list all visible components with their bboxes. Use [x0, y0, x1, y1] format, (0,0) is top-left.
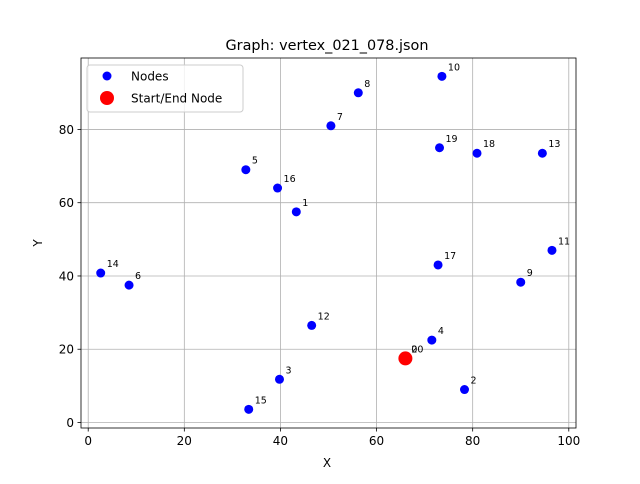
legend: Nodes Start/End Node: [86, 64, 244, 113]
x-tick-label: 60: [369, 434, 384, 448]
node-label-0: 0: [411, 344, 417, 355]
node-label-2: 2: [471, 376, 477, 387]
plot-frame: [80, 57, 577, 429]
node-label-6: 6: [135, 271, 141, 282]
node-label-4: 4: [438, 326, 444, 337]
x-tick-label: 40: [273, 434, 288, 448]
node-point-9: [516, 277, 526, 287]
node-point-12: [307, 320, 317, 330]
legend-label-nodes: Nodes: [131, 70, 169, 84]
legend-marker-start-end: [100, 91, 114, 105]
legend-frame: [86, 64, 244, 113]
node-point-14: [96, 268, 106, 278]
node-point-4: [427, 335, 437, 345]
node-label-18: 18: [483, 139, 495, 150]
x-tick-label: 80: [465, 434, 480, 448]
node-point-17: [433, 260, 443, 270]
node-label-16: 16: [284, 174, 296, 185]
y-tick-label: 80: [59, 123, 74, 137]
x-tick-label: 0: [84, 434, 92, 448]
chart-title: Graph: vertex_021_078.json: [226, 38, 429, 54]
node-label-3: 3: [285, 365, 291, 376]
node-point-11: [547, 245, 557, 255]
node-label-14: 14: [107, 259, 119, 270]
node-label-7: 7: [337, 112, 343, 123]
node-point-3: [274, 374, 284, 384]
node-label-8: 8: [364, 79, 370, 90]
y-tick-label: 20: [59, 343, 74, 357]
node-label-12: 12: [318, 311, 330, 322]
node-label-19: 19: [446, 134, 458, 145]
legend-marker-nodes: [102, 71, 112, 81]
node-point-10: [437, 71, 447, 81]
node-point-7: [326, 121, 336, 131]
node-label-20: 20: [411, 344, 423, 355]
node-label-10: 10: [448, 62, 460, 73]
y-tick-label: 40: [59, 269, 74, 283]
node-point-5: [241, 165, 251, 175]
node-label-15: 15: [255, 395, 267, 406]
node-label-11: 11: [558, 236, 570, 247]
node-point-2: [460, 385, 470, 395]
node-point-15: [244, 404, 254, 414]
node-label-13: 13: [548, 139, 560, 150]
node-point-16: [273, 183, 283, 193]
x-tick-label: 20: [177, 434, 192, 448]
y-axis-label: Y: [31, 239, 45, 248]
x-axis-label: X: [323, 456, 331, 470]
node-label-9: 9: [527, 268, 533, 279]
x-tick-label: 100: [557, 434, 580, 448]
node-point-6: [124, 280, 134, 290]
node-label-17: 17: [444, 251, 456, 262]
node-point-1: [291, 207, 301, 217]
data-points: [96, 71, 557, 414]
node-point-8: [353, 88, 363, 98]
node-label-5: 5: [252, 156, 258, 167]
y-tick-label: 0: [66, 416, 74, 430]
start-end-node-point: [398, 351, 413, 366]
node-point-13: [537, 148, 547, 158]
legend-label-start-end: Start/End Node: [131, 92, 222, 106]
node-point-18: [472, 148, 482, 158]
node-label-1: 1: [302, 198, 308, 209]
y-tick-label: 60: [59, 196, 74, 210]
node-point-19: [435, 143, 445, 153]
